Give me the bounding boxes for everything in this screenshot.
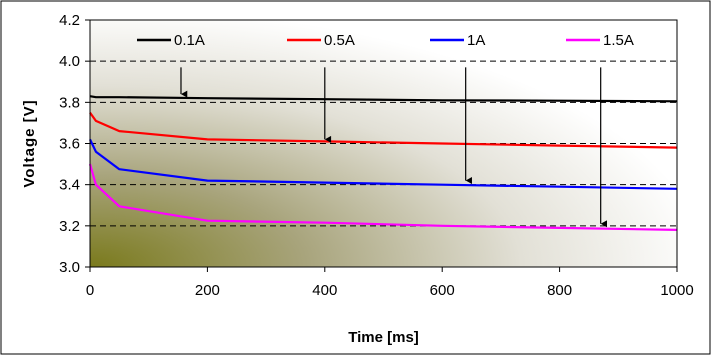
y-tick-label-4: 3.8: [59, 94, 80, 111]
x-tick-label-2: 400: [312, 282, 337, 299]
y-axis-ticks: 3.0 3.2 3.4 3.6 3.8 4.0 4.2: [59, 12, 90, 276]
series-line-1A: [89, 138, 678, 190]
series-lines: [88, 95, 678, 231]
series-line-0.1A: [89, 95, 678, 103]
x-axis-title: Time [ms]: [348, 329, 419, 346]
annotation-arrows: [180, 67, 607, 228]
y-tick-label-1: 3.2: [59, 218, 80, 235]
legend-label-0.1A: 0.1A: [174, 32, 205, 49]
y-tick-label-2: 3.4: [59, 177, 80, 194]
x-tick-label-3: 600: [430, 282, 455, 299]
x-tick-label-5: 1000: [660, 282, 693, 299]
y-axis-title: Voltage [V]: [21, 99, 38, 187]
legend-label-1.5A: 1.5A: [603, 32, 634, 49]
legend-label-0.5A: 0.5A: [324, 32, 355, 49]
series-line-1.5A: [88, 163, 678, 231]
y-tick-label-5: 4.0: [59, 53, 80, 70]
x-tick-label-1: 200: [195, 282, 220, 299]
x-axis-ticks: 0 200 400 600 800 1000: [86, 267, 694, 299]
legend: 0.1A 0.5A 1A 1.5A: [137, 32, 634, 49]
legend-label-1A: 1A: [467, 32, 485, 49]
x-tick-label-4: 800: [547, 282, 572, 299]
y-tick-label-6: 4.2: [59, 12, 80, 29]
y-tick-label-0: 3.0: [59, 259, 80, 276]
y-tick-label-3: 3.6: [59, 136, 80, 153]
series-line-0.5A: [89, 111, 678, 149]
x-tick-label-0: 0: [86, 282, 94, 299]
